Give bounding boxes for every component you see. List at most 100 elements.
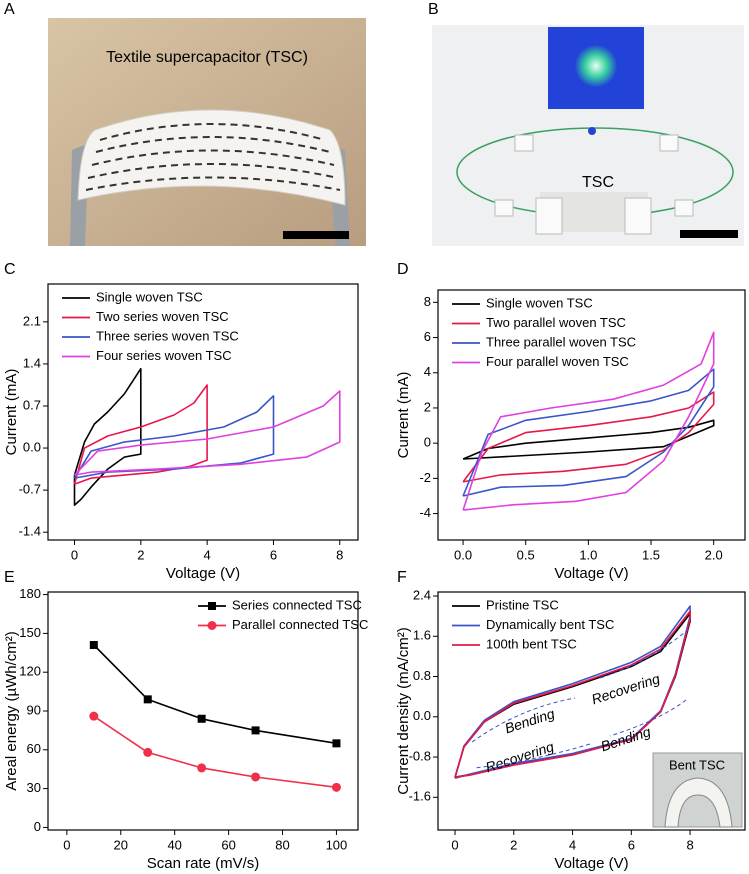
- y-tick-label: 8: [424, 294, 431, 309]
- annotation: Bending: [599, 723, 653, 754]
- y-tick-label: 0.0: [413, 708, 431, 723]
- marker: [197, 714, 206, 723]
- panel-label: B: [428, 1, 439, 18]
- panel-label: D: [397, 261, 409, 278]
- legend-marker: [208, 602, 216, 610]
- arrow-guide: [609, 699, 687, 737]
- legend-label: 100th bent TSC: [486, 636, 577, 651]
- x-axis-title: Voltage (V): [166, 565, 240, 582]
- panel-label: C: [4, 261, 16, 278]
- x-tick-label: 8: [686, 837, 693, 852]
- y-tick-label: 30: [27, 780, 41, 795]
- y-tick-label: 6: [424, 329, 431, 344]
- series-line: [462, 391, 715, 483]
- chart-panel: D 0.0 0.5 1.0 1.5 2.0 -4 -2 0 2 4 6 8 Voltage (V) Curr…: [395, 261, 746, 582]
- x-tick-label: 0: [63, 837, 70, 852]
- marker: [143, 695, 152, 704]
- x-tick-label: 2: [510, 837, 517, 852]
- y-tick-label: 0.7: [23, 397, 41, 412]
- x-tick-label: 4: [204, 547, 211, 562]
- y-tick-label: 1.4: [23, 355, 41, 370]
- y-tick-label: 0.8: [413, 668, 431, 683]
- series-line: [462, 331, 715, 511]
- x-tick-label: 40: [167, 837, 181, 852]
- x-tick-label: 20: [114, 837, 128, 852]
- y-tick-label: -4: [419, 505, 431, 520]
- series-line: [73, 367, 142, 506]
- x-tick-label: 100: [326, 837, 348, 852]
- inset-label: Bent TSC: [669, 757, 725, 772]
- photo-caption: TSC: [582, 174, 614, 191]
- x-tick-label: 1.0: [579, 547, 597, 562]
- plot-frame: [47, 283, 359, 541]
- legend-label: Three parallel woven TSC: [486, 334, 636, 349]
- y-tick-label: 60: [27, 741, 41, 756]
- y-tick-label: 1.6: [413, 628, 431, 643]
- legend-label: Two series woven TSC: [96, 309, 229, 324]
- marker: [251, 726, 260, 735]
- x-tick-label: 6: [628, 837, 635, 852]
- arrow-guide: [473, 743, 591, 769]
- y-tick-label: 150: [19, 625, 41, 640]
- y-axis-title: Current (mA): [3, 369, 20, 456]
- series-line: [462, 419, 715, 460]
- series-line: [73, 390, 341, 476]
- y-tick-label: -0.8: [409, 748, 431, 763]
- y-axis-title: Current (mA): [395, 372, 412, 459]
- panel-label: F: [397, 569, 407, 586]
- photo-a: [48, 18, 366, 246]
- chart-panel: F 0 2 4 6 8 -1.6 -0.8 0.0 0.8 1.6 2.4 Voltage (V) Cur…: [395, 569, 746, 872]
- chart-panel: E 0 20 40 60 80 100 0 30 60 90 120 150 180 Scan rate (…: [3, 569, 368, 872]
- x-tick-label: 1.5: [642, 547, 660, 562]
- y-axis-title: Areal energy (µWh/cm²): [3, 631, 20, 791]
- x-tick-label: 0: [71, 547, 78, 562]
- y-axis-title: Current density (mA/cm²): [395, 627, 412, 795]
- y-tick-label: 180: [19, 586, 41, 601]
- y-tick-label: -1.4: [19, 524, 41, 539]
- annotation: Recovering: [483, 738, 555, 775]
- marker: [89, 711, 99, 721]
- series-line: [93, 715, 337, 789]
- photo-b: [432, 25, 744, 246]
- y-tick-label: -0.7: [19, 482, 41, 497]
- y-tick-label: -1.6: [409, 789, 431, 804]
- x-tick-label: 4: [569, 837, 576, 852]
- series-line: [73, 384, 208, 485]
- x-tick-label: 2.0: [705, 547, 723, 562]
- legend-label: Two parallel woven TSC: [486, 315, 626, 330]
- arrow-guide: [471, 697, 576, 743]
- marker: [332, 739, 341, 748]
- panel-label: A: [4, 1, 15, 18]
- inset-textile: [664, 777, 733, 828]
- y-tick-label: 2.1: [23, 313, 41, 328]
- marker: [89, 641, 98, 650]
- y-tick-label: 0: [424, 435, 431, 450]
- x-tick-label: 2: [137, 547, 144, 562]
- chart-panel: C 0 2 4 6 8 -1.4 -0.7 0.0 0.7 1.4 2.1 Voltage (V) Cur…: [3, 261, 359, 582]
- x-axis-title: Voltage (V): [554, 855, 628, 872]
- legend-label: Pristine TSC: [486, 597, 559, 612]
- legend-label: Dynamically bent TSC: [486, 617, 614, 632]
- x-tick-label: 0: [451, 837, 458, 852]
- x-tick-label: 6: [270, 547, 277, 562]
- y-tick-label: 120: [19, 664, 41, 679]
- legend-label: Series connected TSC: [232, 597, 362, 612]
- legend-label: Parallel connected TSC: [232, 617, 368, 632]
- plot-frame: [437, 591, 746, 831]
- x-axis-title: Voltage (V): [554, 565, 628, 582]
- plot-frame: [437, 289, 746, 541]
- x-tick-label: 0.0: [454, 547, 472, 562]
- legend-label: Single woven TSC: [96, 289, 203, 304]
- photo-caption: Textile supercapacitor (TSC): [106, 49, 308, 66]
- marker: [331, 782, 341, 792]
- legend-label: Three series woven TSC: [96, 328, 239, 343]
- marker: [251, 772, 261, 782]
- series-line: [73, 395, 275, 479]
- y-tick-label: 0.0: [23, 439, 41, 454]
- y-tick-label: 2: [424, 399, 431, 414]
- y-tick-label: 90: [27, 702, 41, 717]
- series-line: [93, 644, 337, 745]
- y-tick-label: 0: [34, 819, 41, 834]
- marker: [143, 747, 153, 757]
